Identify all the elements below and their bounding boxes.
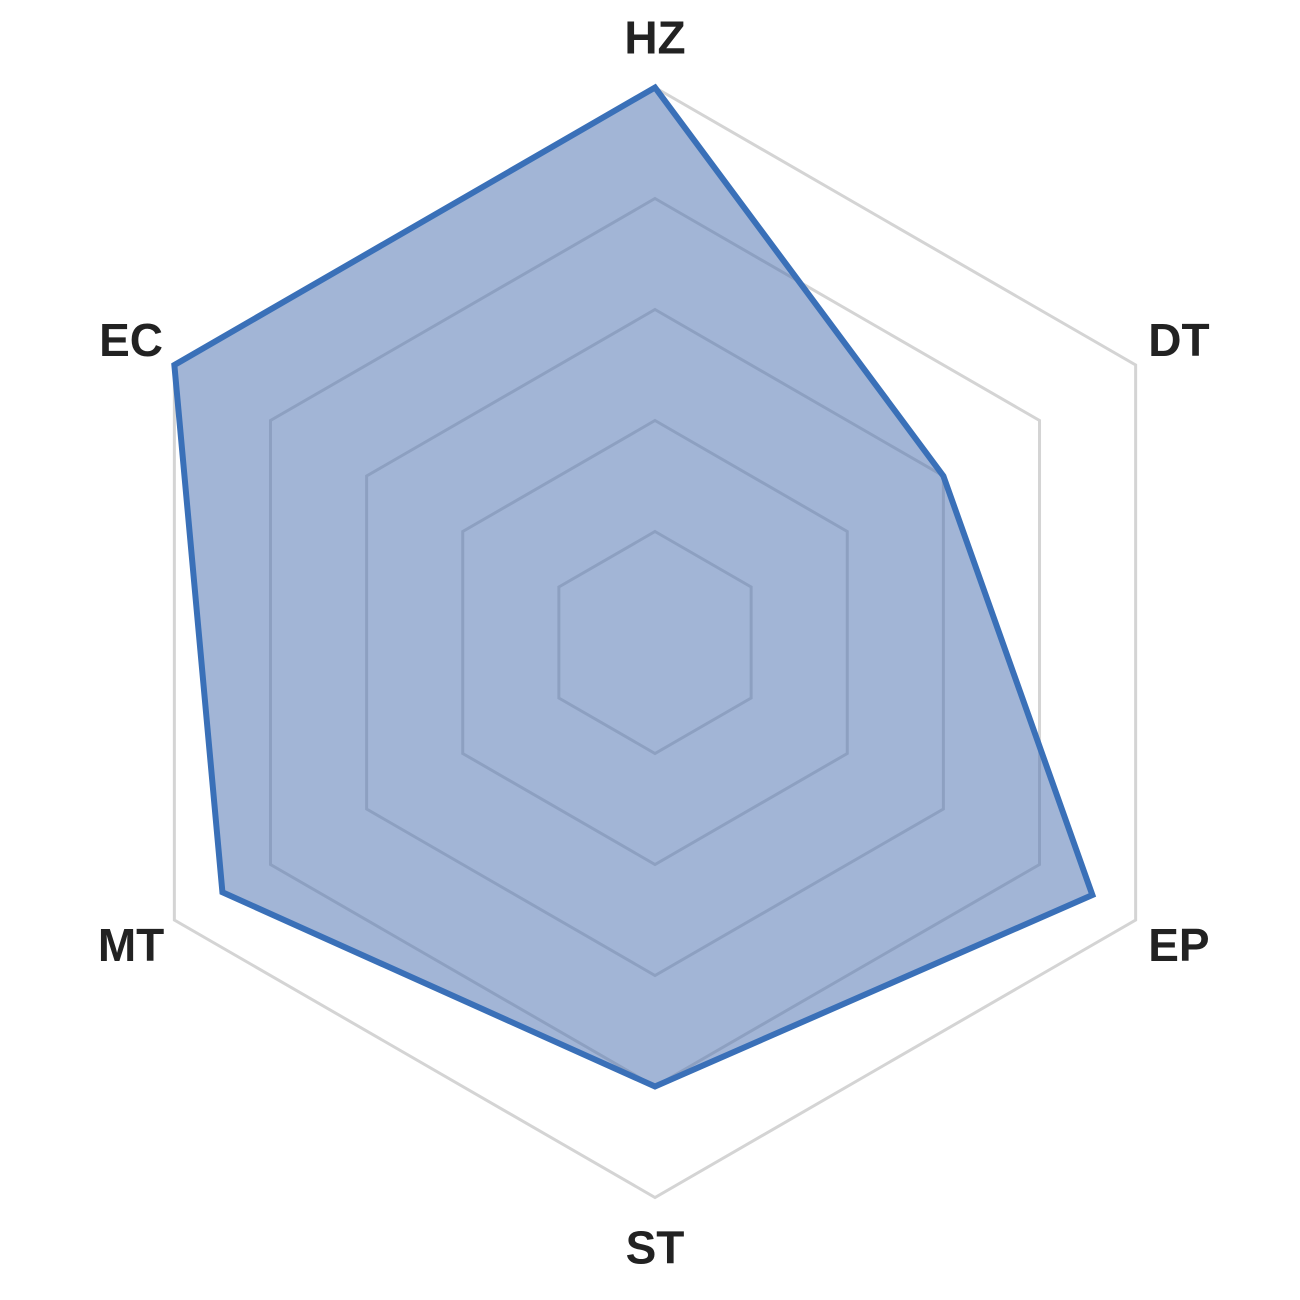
radar-series: [171, 83, 1097, 1090]
axis-label-ec: EC: [99, 314, 163, 366]
series-polygon: [171, 83, 1097, 1090]
axis-label-hz: HZ: [624, 12, 685, 64]
axis-label-ep: EP: [1148, 919, 1209, 971]
axis-label-st: ST: [626, 1222, 685, 1274]
axis-label-dt: DT: [1148, 314, 1209, 366]
axis-labels: HZ DT EP ST MT EC: [98, 12, 1210, 1274]
axis-label-mt: MT: [98, 919, 164, 971]
